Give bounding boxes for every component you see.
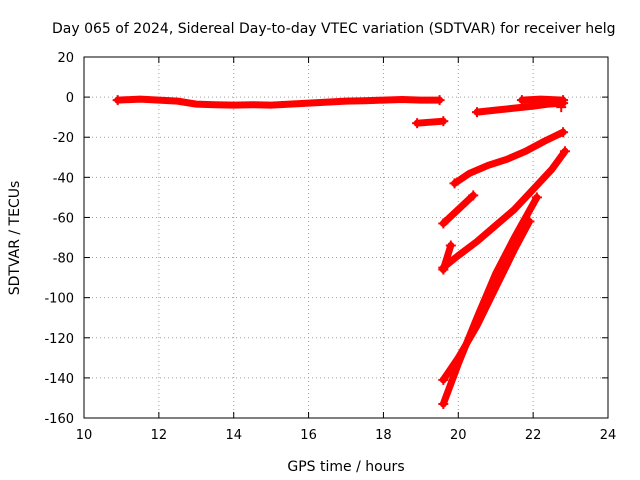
x-tick-label: 14 — [225, 428, 242, 443]
y-tick-label: -80 — [53, 252, 74, 267]
y-tick-label: -40 — [53, 171, 74, 186]
series-line — [451, 128, 567, 187]
data-series — [112, 95, 570, 409]
data-series-10 — [438, 192, 542, 409]
data-series-4 — [556, 102, 567, 113]
data-series-5 — [449, 127, 569, 189]
x-tick-label: 24 — [600, 428, 617, 443]
y-tick-label: -60 — [53, 211, 74, 226]
series-line — [439, 193, 541, 408]
series-line — [439, 242, 455, 274]
x-tick-label: 20 — [450, 428, 467, 443]
series-line — [439, 191, 477, 227]
x-tick-label: 10 — [76, 428, 93, 443]
data-series-3 — [516, 95, 569, 106]
axis-ticks: 10 12 14 16 18 20 22 24 20 0 -20 -40 -60 -80 -100 -120 -… — [44, 51, 616, 443]
x-tick-label: 22 — [525, 428, 542, 443]
series-line — [473, 99, 567, 116]
y-axis-label: SDTVAR / TECUs — [7, 181, 23, 296]
series-line — [518, 95, 567, 104]
series-line — [439, 147, 569, 272]
series-line — [114, 95, 444, 109]
x-tick-label: 16 — [300, 428, 317, 443]
x-axis-label: GPS time / hours — [287, 459, 404, 475]
y-tick-label: 0 — [66, 91, 74, 106]
x-tick-label: 12 — [151, 428, 168, 443]
y-tick-label: -100 — [44, 292, 74, 307]
data-series-0 — [112, 95, 445, 109]
data-series-6 — [438, 190, 479, 229]
y-tick-label: -140 — [44, 372, 74, 387]
chart-title: Day 065 of 2024, Sidereal Day-to-day VTE… — [52, 21, 615, 37]
plot-frame — [83, 56, 609, 419]
y-tick-label: -120 — [44, 332, 74, 347]
data-series-8 — [438, 240, 456, 275]
x-tick-label: 18 — [375, 428, 392, 443]
y-tick-label: -20 — [53, 131, 74, 146]
data-series-1 — [412, 116, 449, 129]
grid-lines — [84, 57, 608, 418]
y-tick-label: 20 — [57, 51, 74, 66]
y-tick-label: -160 — [44, 412, 74, 427]
